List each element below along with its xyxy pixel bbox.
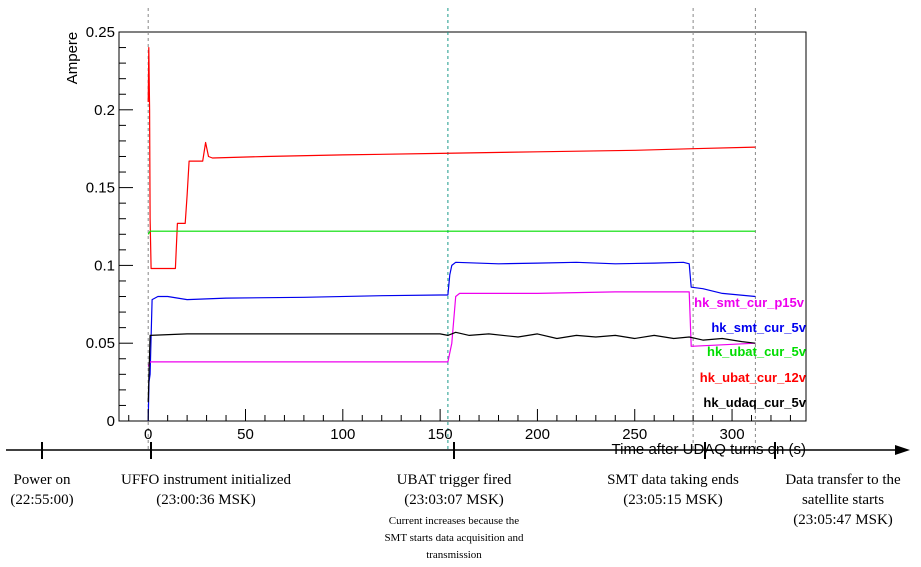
event-lines (147, 8, 756, 452)
legend: hk_smt_cur_p15v hk_smt_cur_5v hk_ubat_cu… (694, 295, 807, 410)
x-tick-label-250: 250 (622, 426, 647, 443)
x-tick-label-0: 0 (144, 426, 152, 443)
x-tick-label-200: 200 (525, 426, 550, 443)
legend-hk_smt_cur_5v: hk_smt_cur_5v (711, 320, 806, 335)
legend-hk_ubat_cur_12v: hk_ubat_cur_12v (700, 370, 807, 385)
y-tick-label-1: 0.05 (86, 335, 115, 352)
x-tick-label-300: 300 (720, 426, 745, 443)
event-ufo-init-label: UFFO instrument initialized (121, 472, 291, 488)
event-power-on-label: Power on (13, 472, 71, 488)
event-smt-end-time: (23:05:15 MSK) (623, 492, 723, 508)
event-ubat-trigger-note-3: transmission (426, 549, 482, 561)
event-data-transfer-label-1: Data transfer to the (785, 472, 901, 488)
y-tick-label-5: 0.25 (86, 24, 115, 41)
event-power-on-time: (22:55:00) (10, 492, 73, 508)
series-line-hk_udaq_cur_5v (147, 331, 756, 403)
timeline: Power on (22:55:00) UFFO instrument init… (6, 442, 910, 561)
event-smt-end-label: SMT data taking ends (607, 472, 739, 488)
series-line-hk_ubat_cur_12v (147, 46, 756, 270)
y-tick-label-4: 0.2 (94, 102, 115, 119)
y-axis-ticks: 0 0.05 0.1 0.15 0.2 0.25 (86, 24, 133, 430)
x-axis-ticks: 0 50 100 150 200 250 300 (128, 409, 791, 443)
x-tick-label-100: 100 (330, 426, 355, 443)
series-line-hk_smt_cur_5v (147, 261, 756, 422)
event-ufo-init-time: (23:00:36 MSK) (156, 492, 256, 508)
series-line-hk_ubat_cur_5v (147, 230, 756, 235)
series-layer (147, 46, 756, 422)
y-axis-title: Ampere (64, 32, 81, 85)
legend-hk_udaq_cur_5v: hk_udaq_cur_5v (703, 395, 806, 410)
x-tick-label-150: 150 (428, 426, 453, 443)
plot-frame (118, 31, 807, 422)
y-tick-label-0: 0 (107, 413, 115, 430)
event-ubat-trigger-note-1: Current increases because the (389, 515, 520, 527)
event-ubat-trigger-time: (23:03:07 MSK) (404, 492, 504, 508)
legend-hk_smt_cur_p15v: hk_smt_cur_p15v (694, 295, 805, 310)
event-data-transfer-label-2: satellite starts (802, 492, 884, 508)
event-ubat-trigger-note-2: SMT starts data acquisition and (384, 532, 524, 544)
event-ubat-trigger-label: UBAT trigger fired (397, 472, 512, 488)
x-tick-label-50: 50 (237, 426, 254, 443)
series-line-hk_smt_cur_p15v (147, 291, 756, 367)
timeline-arrowhead (895, 445, 910, 455)
event-data-transfer-time: (23:05:47 MSK) (793, 512, 893, 528)
y-tick-label-3: 0.15 (86, 180, 115, 197)
legend-hk_ubat_cur_5v: hk_ubat_cur_5v (707, 344, 807, 359)
y-tick-label-2: 0.1 (94, 257, 115, 274)
